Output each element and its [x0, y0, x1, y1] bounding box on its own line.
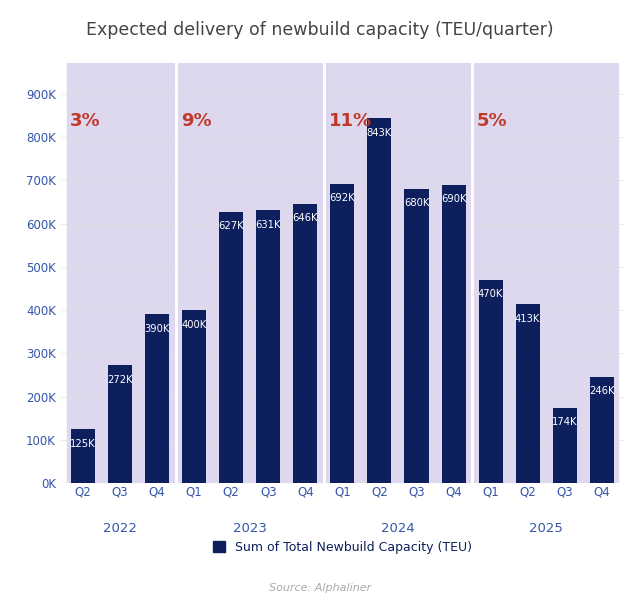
Bar	[71, 429, 95, 483]
Bar	[330, 184, 355, 483]
Text: 2024: 2024	[381, 522, 415, 535]
Text: 2025: 2025	[529, 522, 563, 535]
Text: 2022: 2022	[103, 522, 137, 535]
Text: 246K: 246K	[589, 387, 614, 396]
Text: 9%: 9%	[180, 112, 211, 130]
Bar	[67, 63, 173, 483]
Text: Expected delivery of newbuild capacity (TEU/quarter): Expected delivery of newbuild capacity (…	[86, 21, 554, 39]
Bar	[145, 315, 169, 483]
Text: 627K: 627K	[218, 222, 244, 231]
Text: 646K: 646K	[292, 213, 318, 223]
Bar	[256, 210, 280, 483]
Bar	[367, 118, 392, 483]
Text: 692K: 692K	[330, 193, 355, 204]
Text: 5%: 5%	[477, 112, 508, 130]
Bar	[293, 204, 317, 483]
Text: 174K: 174K	[552, 417, 577, 428]
Text: 680K: 680K	[404, 199, 429, 208]
Bar	[219, 212, 243, 483]
Text: Source: Alphaliner: Source: Alphaliner	[269, 583, 371, 593]
Text: 2023: 2023	[233, 522, 267, 535]
Text: 390K: 390K	[145, 324, 170, 334]
Text: 125K: 125K	[70, 439, 96, 449]
Bar	[326, 63, 470, 483]
Text: 470K: 470K	[478, 289, 503, 300]
Text: 843K: 843K	[367, 128, 392, 138]
Legend: Sum of Total Newbuild Capacity (TEU): Sum of Total Newbuild Capacity (TEU)	[207, 536, 477, 559]
Bar	[182, 310, 206, 483]
Text: 11%: 11%	[329, 112, 372, 130]
Text: 272K: 272K	[108, 375, 133, 385]
Bar	[589, 377, 614, 483]
Text: 400K: 400K	[182, 320, 207, 330]
Bar	[516, 304, 540, 483]
Text: 631K: 631K	[255, 220, 281, 230]
Bar	[108, 365, 132, 483]
Bar	[553, 408, 577, 483]
Bar	[479, 280, 502, 483]
Text: 690K: 690K	[441, 194, 467, 204]
Bar	[404, 189, 429, 483]
Text: 413K: 413K	[515, 314, 540, 324]
Bar	[474, 63, 618, 483]
Bar	[442, 185, 466, 483]
Text: 3%: 3%	[70, 112, 100, 130]
Bar	[178, 63, 322, 483]
